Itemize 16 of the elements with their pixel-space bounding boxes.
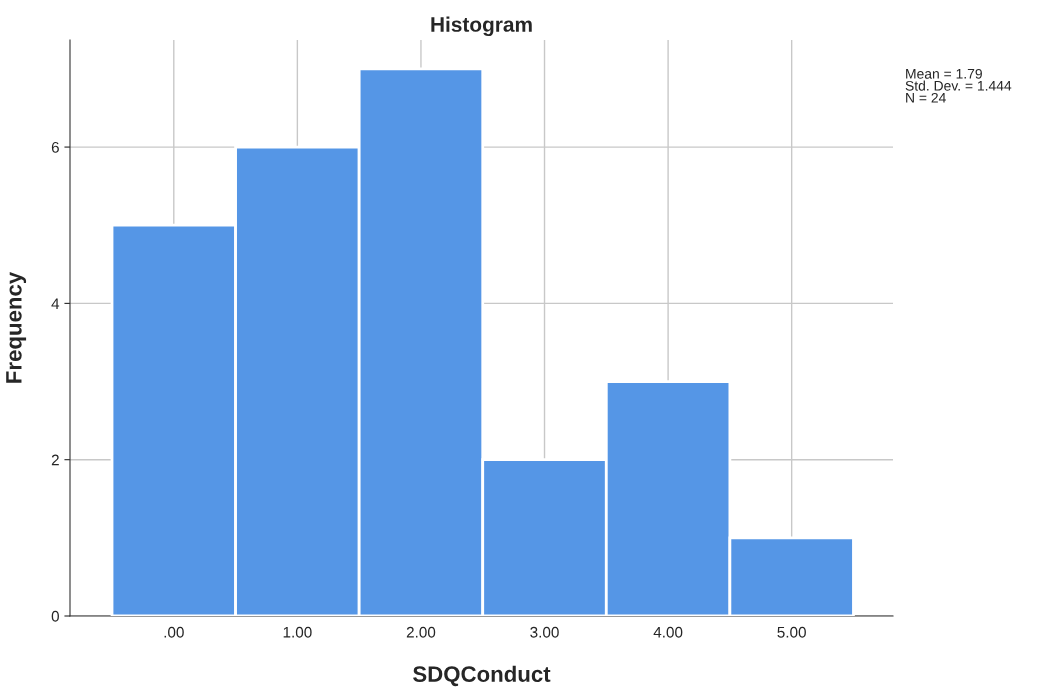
x-tick-label: 2.00 [406, 626, 436, 638]
y-tick-label: 6 [51, 141, 59, 153]
x-tick-label: 1.00 [283, 626, 312, 638]
x-tick-label: 4.00 [653, 626, 683, 638]
x-tick-label: 5.00 [777, 626, 806, 638]
chart-title: Histogram [431, 16, 532, 37]
x-tick-label: 3.00 [530, 626, 559, 638]
text: Mean = 1.79 [906, 68, 982, 79]
text: N = 24 [906, 92, 946, 103]
x-axis-title: SDQConduct [413, 665, 551, 687]
x-tick-label: .00 [164, 626, 184, 638]
text: Std. Dev. = 1.444 [905, 80, 1012, 91]
y-tick-label: 0 [51, 610, 59, 622]
y-tick-label: 2 [51, 454, 59, 466]
y-tick-label: 4 [51, 298, 60, 309]
y-axis-title: Frequency [6, 271, 27, 383]
